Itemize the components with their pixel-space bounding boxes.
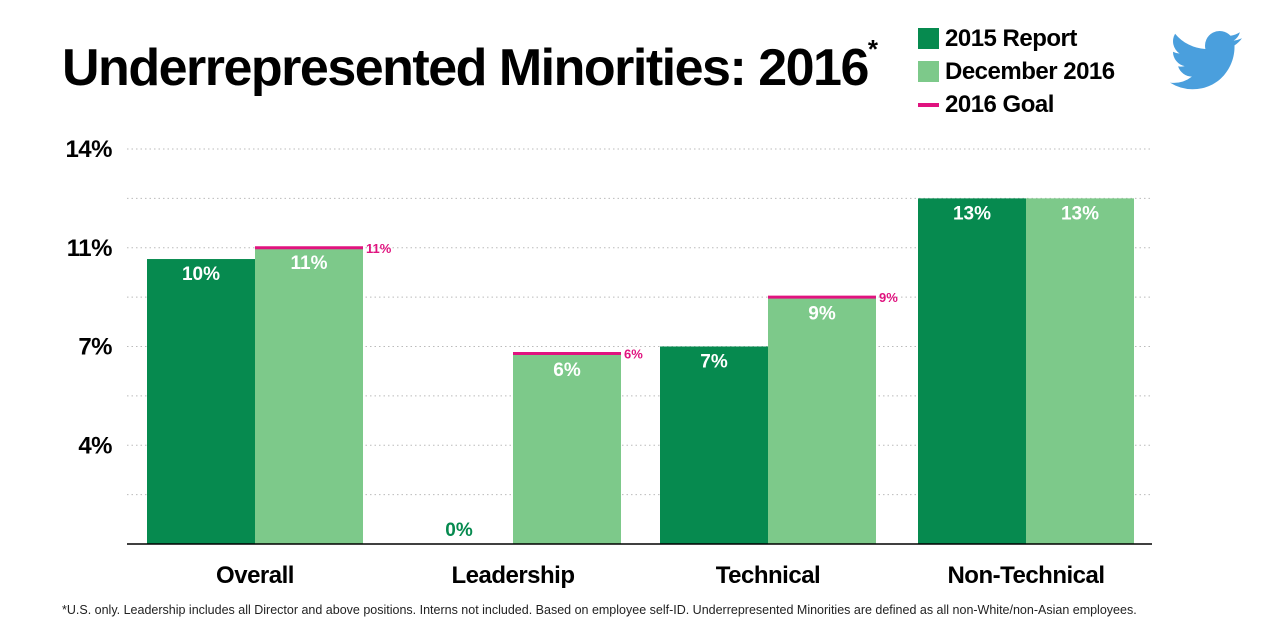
bar: [660, 346, 768, 544]
category-label: Leadership: [451, 562, 574, 589]
category-label: Non-Technical: [947, 562, 1104, 589]
bar: [1026, 198, 1134, 544]
bar-chart: 14% 11% 7% 4% 10% 11% 11% Overall 0% 6% 6% Leadersh…: [65, 136, 1152, 589]
y-tick-label: 14%: [65, 136, 112, 163]
bar: [918, 198, 1026, 544]
twitter-bird-icon: [1170, 30, 1242, 90]
data-label: 11%: [291, 253, 328, 274]
bar: [147, 259, 255, 544]
legend-line: [918, 102, 939, 107]
bar: [768, 298, 876, 544]
bar: [513, 354, 621, 544]
y-tick-label: 7%: [78, 334, 112, 361]
goal-label: 9%: [879, 290, 898, 305]
data-label: 13%: [1061, 203, 1099, 224]
data-label: 9%: [808, 304, 836, 325]
data-label: 6%: [553, 360, 581, 381]
legend-swatch: [918, 61, 939, 82]
data-label: 0%: [445, 520, 473, 541]
goal-label: 11%: [366, 241, 392, 256]
goal-label: 6%: [624, 347, 643, 362]
legend-item-dec-2016: December 2016: [918, 55, 1115, 88]
bar: [255, 247, 363, 544]
y-tick-label: 4%: [78, 432, 112, 459]
legend: 2015 Report December 2016 2016 Goal: [918, 22, 1115, 121]
footnote: *U.S. only. Leadership includes all Dire…: [62, 603, 1137, 617]
legend-item-2015: 2015 Report: [918, 22, 1115, 55]
data-label: 10%: [182, 264, 220, 285]
category-label: Overall: [216, 562, 294, 589]
data-label: 7%: [700, 352, 728, 373]
chart-title: Underrepresented Minorities: 2016*: [62, 34, 878, 97]
y-tick-label: 11%: [67, 235, 112, 262]
data-label: 13%: [953, 203, 991, 224]
legend-item-goal: 2016 Goal: [918, 88, 1115, 121]
legend-swatch: [918, 28, 939, 49]
category-label: Technical: [716, 562, 820, 589]
